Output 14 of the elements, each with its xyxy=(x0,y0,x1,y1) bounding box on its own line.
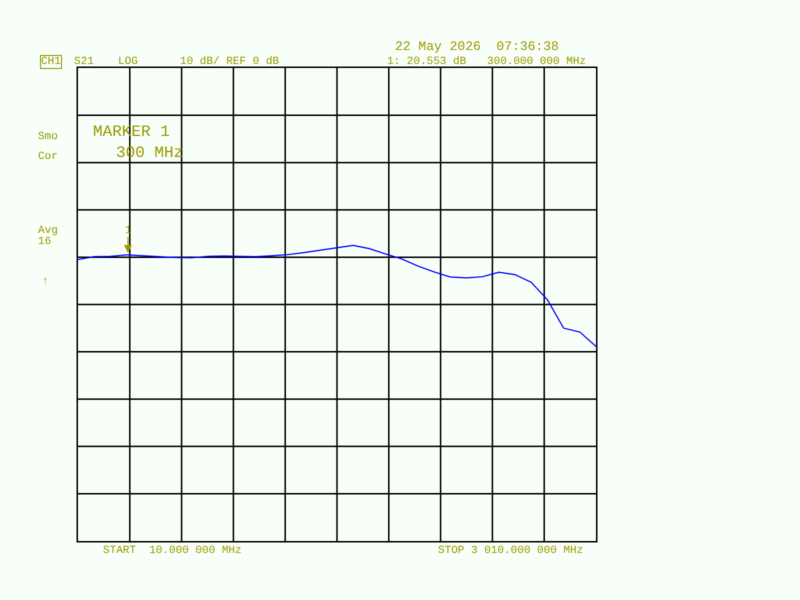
text: 10 dB/ REF 0 dB xyxy=(180,56,280,68)
text: STOP 3 010.000 000 MHz xyxy=(438,545,584,557)
text: Cor xyxy=(38,151,58,163)
text: LOG xyxy=(118,56,138,68)
text: CH1 xyxy=(41,56,62,68)
text: 22 May 2026 07:36:38 xyxy=(395,39,559,54)
text: ↑ xyxy=(42,276,49,288)
text: Smo xyxy=(38,131,58,143)
text: START 10.000 000 MHz xyxy=(103,545,242,557)
text: 300.000 000 MHz xyxy=(487,56,586,68)
text: S21 xyxy=(74,56,94,68)
text: 16 xyxy=(38,236,52,248)
text: Avg xyxy=(38,225,58,237)
text: 1: 20.553 dB xyxy=(387,56,467,68)
